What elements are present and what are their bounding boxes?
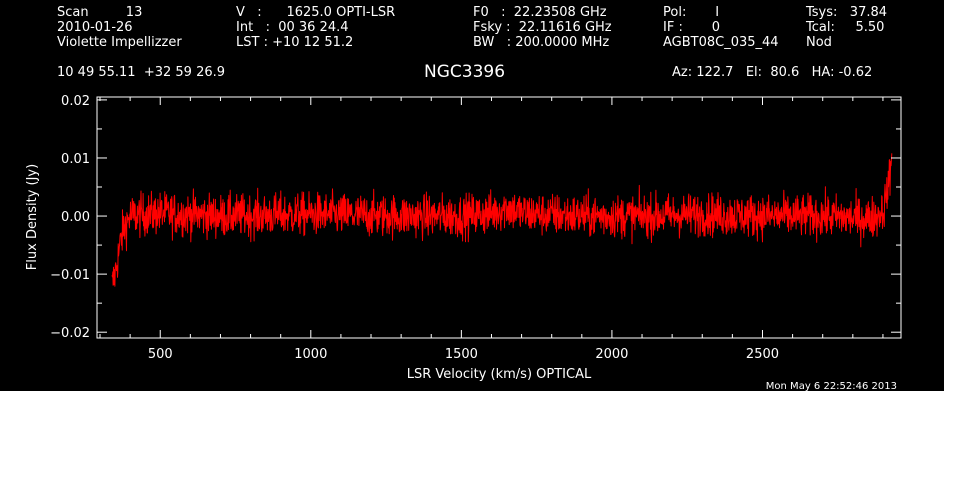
scan-info: Scan 13 2010-01-26 Violette Impellizzer bbox=[57, 5, 182, 50]
observation-date: 2010-01-26 bbox=[57, 20, 133, 35]
frequency-info: F0 : 22.23508 GHz Fsky : 22.11616 GHz BW :… bbox=[473, 5, 612, 50]
spectrum-plot: 500 1000 1500 2000 2500 −0.02 −0.01 0.00 0.01 0.0… bbox=[25, 94, 902, 391]
integration-time: Int : 00 36 24.4 bbox=[236, 20, 349, 35]
x-tick-label: 1500 bbox=[445, 347, 478, 362]
y-tick-label: −0.02 bbox=[50, 326, 90, 341]
y-tick-label: 0.02 bbox=[61, 94, 90, 109]
pointing-info: Az: 122.7 El: 80.6 HA: -0.62 bbox=[672, 65, 873, 80]
coordinates: 10 49 55.11 +32 59 26.9 bbox=[57, 65, 226, 80]
system-info: Tsys: 37.84 Tcal: 5.50 Nod bbox=[806, 5, 887, 50]
tcal-value: Tcal: 5.50 bbox=[806, 20, 885, 35]
lst-value: LST : +10 12 51.2 bbox=[236, 35, 354, 50]
velocity-value: V : 1625.0 OPTI-LSR bbox=[236, 5, 396, 20]
x-tick-label: 2500 bbox=[746, 347, 779, 362]
tsys-value: Tsys: 37.84 bbox=[806, 5, 888, 20]
obs-mode: Nod bbox=[806, 35, 832, 50]
spectrum-trace bbox=[111, 153, 893, 287]
plot-window: Scan 13 2010-01-26 Violette Impellizzer V … bbox=[0, 0, 944, 391]
plot-frame bbox=[96, 96, 902, 339]
axis-ticks: 500 1000 1500 2000 2500 −0.02 −0.01 0.00 0.01 0.0… bbox=[50, 94, 901, 362]
observer-name: Violette Impellizzer bbox=[57, 35, 182, 50]
x-axis-label: LSR Velocity (km/s) OPTICAL bbox=[407, 367, 592, 382]
timestamp: Mon May 6 22:52:46 2013 bbox=[766, 381, 897, 391]
sky-frequency: Fsky : 22.11616 GHz bbox=[473, 20, 612, 35]
polarization: Pol: I bbox=[663, 5, 720, 20]
x-tick-label: 2000 bbox=[595, 347, 628, 362]
polarization-info: Pol: I IF : 0 AGBT08C_035_44 bbox=[663, 5, 779, 50]
y-tick-label: 0.00 bbox=[61, 210, 90, 225]
velocity-info: V : 1625.0 OPTI-LSR Int : 00 36 24.4 LST :… bbox=[236, 5, 395, 50]
x-tick-label: 500 bbox=[148, 347, 173, 362]
scan-number: Scan 13 bbox=[57, 5, 143, 20]
project-id: AGBT08C_035_44 bbox=[663, 35, 779, 50]
if-number: IF : 0 bbox=[663, 20, 721, 35]
source-name: NGC3396 bbox=[424, 62, 506, 82]
rest-frequency: F0 : 22.23508 GHz bbox=[473, 5, 607, 20]
y-axis-label: Flux Density (Jy) bbox=[25, 164, 40, 270]
y-tick-label: −0.01 bbox=[50, 268, 90, 283]
x-tick-label: 1000 bbox=[294, 347, 327, 362]
bandwidth: BW : 200.0000 MHz bbox=[473, 35, 610, 50]
y-tick-label: 0.01 bbox=[61, 152, 90, 167]
